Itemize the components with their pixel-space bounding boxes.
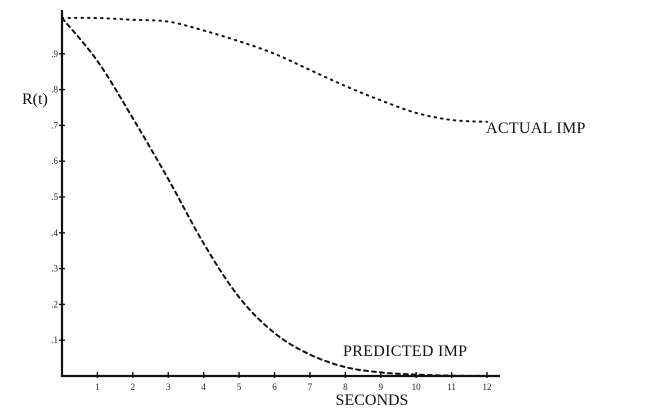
x-tick-label: 6: [272, 382, 277, 392]
y-axis-title: R(t): [22, 91, 48, 108]
y-tick-label: .2: [51, 299, 58, 309]
x-tick-label: 2: [131, 382, 136, 392]
x-tick-label: 3: [166, 382, 171, 392]
series-label-predicted: PREDICTED IMP: [343, 343, 467, 360]
y-tick-label: .7: [51, 120, 58, 130]
x-tick-label: 5: [237, 382, 242, 392]
series-line-actual: [61, 16, 488, 123]
x-tick-label: 4: [201, 382, 206, 392]
y-tick-label: .4: [51, 228, 58, 238]
x-axis-title: SECONDS: [336, 392, 409, 409]
y-tick-label: .3: [51, 264, 58, 274]
x-tick-label: 11: [447, 382, 456, 392]
x-tick-label: 12: [483, 382, 492, 392]
y-tick-label: .8: [51, 85, 58, 95]
x-tick-label: 9: [379, 382, 384, 392]
y-tick-label: .6: [51, 156, 58, 166]
x-tick-label: 1: [95, 382, 100, 392]
series-layer: [61, 16, 488, 377]
series-line-predicted: [61, 17, 488, 377]
x-tick-label: 10: [412, 382, 422, 392]
y-tick-label: .9: [51, 49, 58, 59]
y-tick-label: .5: [51, 192, 58, 202]
y-tick-label: .1: [51, 335, 58, 345]
x-tick-label: 7: [308, 382, 313, 392]
x-tick-label: 8: [343, 382, 348, 392]
series-label-actual: ACTUAL IMP: [486, 120, 586, 137]
